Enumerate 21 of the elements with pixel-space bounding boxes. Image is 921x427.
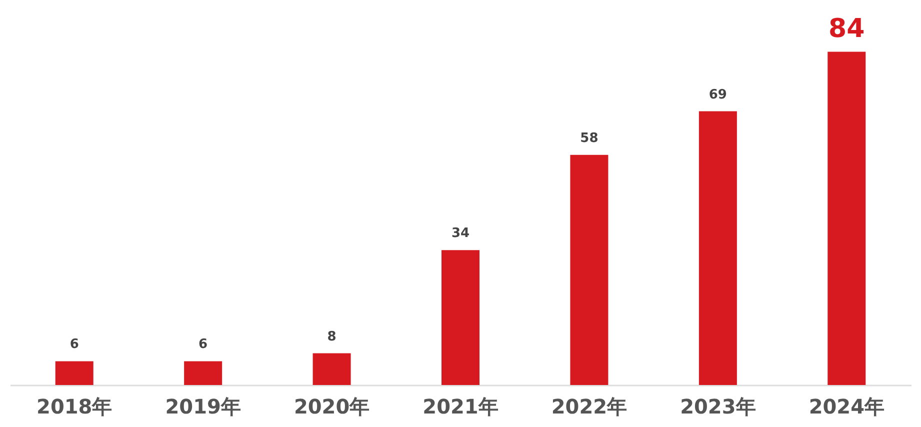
x-tick-label: 2018年 (36, 394, 112, 418)
x-tick-label: 2021年 (422, 394, 498, 418)
x-tick-label: 2023年 (680, 394, 756, 418)
data-label: 58 (580, 130, 598, 146)
bar (312, 353, 351, 385)
x-tick-label: 2020年 (294, 394, 370, 418)
data-label: 69 (708, 87, 727, 102)
bar (55, 361, 94, 385)
data-label: 6 (198, 337, 208, 352)
data-label: 6 (70, 337, 79, 352)
bar (442, 250, 480, 385)
x-tick-label: 2019年 (165, 394, 241, 418)
data-label: 8 (327, 329, 336, 344)
x-tick-label: 2022年 (551, 394, 628, 418)
x-tick-label: 2024年 (808, 394, 884, 418)
data-label: 34 (451, 226, 470, 242)
bar (828, 52, 866, 385)
data-label: 84 (828, 14, 865, 44)
bar (184, 361, 222, 385)
bar (698, 111, 737, 385)
bar (570, 154, 608, 385)
